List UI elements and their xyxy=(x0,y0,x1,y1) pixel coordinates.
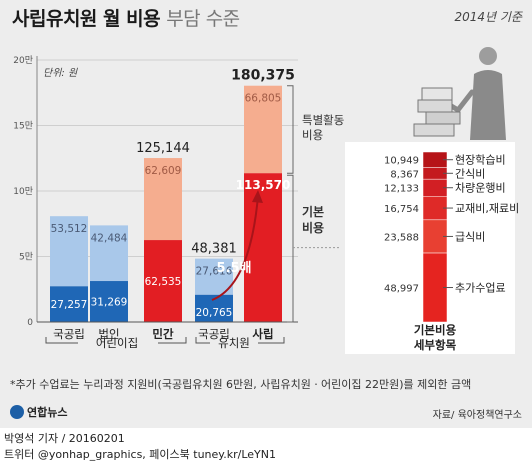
group-bracket xyxy=(258,337,285,344)
money-stack-icon xyxy=(413,123,455,137)
group-bracket xyxy=(195,337,210,344)
ratio-annotation: 5.5배 xyxy=(217,260,252,276)
bar-basic-cost xyxy=(90,281,128,322)
brand-name: 연합뉴스 xyxy=(27,406,68,419)
x-category-label: 국공립 xyxy=(53,327,85,341)
growth-arrow-head xyxy=(252,190,263,203)
group-bracket xyxy=(45,337,78,344)
basic-cost-bracket-label: 기본 xyxy=(302,204,324,219)
basic-value-label: 62,535 xyxy=(145,276,182,288)
x-category-label: 법인 xyxy=(98,327,119,341)
special-cost-bracket-label: 비용 xyxy=(302,128,323,142)
breakdown-value: 16,754 xyxy=(384,204,419,215)
breakdown-label: 급식비 xyxy=(455,230,485,243)
bar-basic-cost xyxy=(244,173,282,322)
total-value-label: 48,381 xyxy=(191,242,237,257)
bar-special-cost xyxy=(195,258,233,295)
group-label: 어린이집 xyxy=(96,336,138,350)
credit-line-2: 트위터 @yonhap_graphics, 페이스북 tuney.kr/LeYN… xyxy=(4,448,276,461)
source-label: 자료/ 육아정책연구소 xyxy=(432,410,522,421)
y-tick-label: 10만 xyxy=(13,186,33,197)
growth-arrow xyxy=(211,195,259,301)
breakdown-label: 교재비,재료비 xyxy=(455,202,519,215)
person-head-icon xyxy=(479,47,497,65)
special-value-label: 62,609 xyxy=(145,165,182,177)
group-label: 유치원 xyxy=(218,336,250,350)
brand-logo: 연합뉴스 xyxy=(10,404,67,420)
breakdown-value: 12,133 xyxy=(384,184,419,195)
basic-value-label: 27,257 xyxy=(51,299,88,311)
breakdown-title: 기본비용 xyxy=(414,323,457,337)
money-stack-icon xyxy=(425,111,461,125)
special-cost-bracket xyxy=(287,85,294,174)
bar-basic-cost xyxy=(144,240,182,322)
basic-value-label: 113,570 xyxy=(236,178,291,192)
x-category-label: 사립 xyxy=(252,327,273,341)
breakdown-label: 현장학습비 xyxy=(455,154,506,167)
chart-title: 사립유치원 월 비용 부담 수준 xyxy=(12,4,240,31)
breakdown-value: 8,367 xyxy=(390,169,419,180)
money-stack-icon xyxy=(417,99,453,113)
year-label: 2014년 기준 xyxy=(454,10,522,24)
unit-label: 단위: 원 xyxy=(43,67,78,79)
breakdown-value: 10,949 xyxy=(384,156,419,167)
breakdown-value: 48,997 xyxy=(384,284,419,295)
breakdown-label: 차량운행비 xyxy=(455,182,506,195)
y-tick-label: 0 xyxy=(27,318,33,328)
y-tick-label: 15만 xyxy=(13,121,33,132)
title-main-text: 사립유치원 월 비용 xyxy=(12,8,161,30)
special-value-label: 27,616 xyxy=(196,266,233,278)
bar-special-cost xyxy=(50,216,88,287)
person-body-icon xyxy=(470,70,506,140)
basic-cost-bracket xyxy=(287,174,294,323)
bar-special-cost xyxy=(244,85,282,174)
basic-cost-bracket-label: 비용 xyxy=(302,220,324,235)
y-tick-label: 20만 xyxy=(13,55,33,66)
bar-special-cost xyxy=(90,225,128,282)
bar-special-cost xyxy=(144,158,182,241)
breakdown-value: 23,588 xyxy=(384,232,419,243)
special-cost-bracket-label: 특별활동 xyxy=(302,113,344,127)
bar-basic-cost xyxy=(50,286,88,322)
breakdown-label: 간식비 xyxy=(455,167,485,180)
basic-value-label: 31,269 xyxy=(91,297,128,309)
special-value-label: 53,512 xyxy=(51,223,88,235)
breakdown-title: 세부항목 xyxy=(414,338,457,352)
x-category-label: 국공립 xyxy=(198,327,230,341)
group-bracket xyxy=(158,337,187,344)
credit-line-1: 박영석 기자 / 20160201 xyxy=(4,432,125,445)
basic-value-label: 20,765 xyxy=(196,307,233,319)
footnote: *추가 수업료는 누리과정 지원비(국공립유치원 6만원, 사립유치원ㆍ어린이집… xyxy=(10,378,472,391)
x-category-label: 민간 xyxy=(152,327,174,341)
y-tick-label: 5만 xyxy=(19,252,33,263)
title-sub-text: 부담 수준 xyxy=(166,8,240,30)
brand-icon xyxy=(10,405,24,419)
total-value-label: 180,375 xyxy=(231,68,295,84)
special-value-label: 42,484 xyxy=(91,232,128,244)
breakdown-label: 추가수업료 xyxy=(455,282,506,295)
money-stack-icon xyxy=(421,87,453,101)
special-value-label: 66,805 xyxy=(245,93,282,105)
total-value-label: 125,144 xyxy=(136,141,190,156)
